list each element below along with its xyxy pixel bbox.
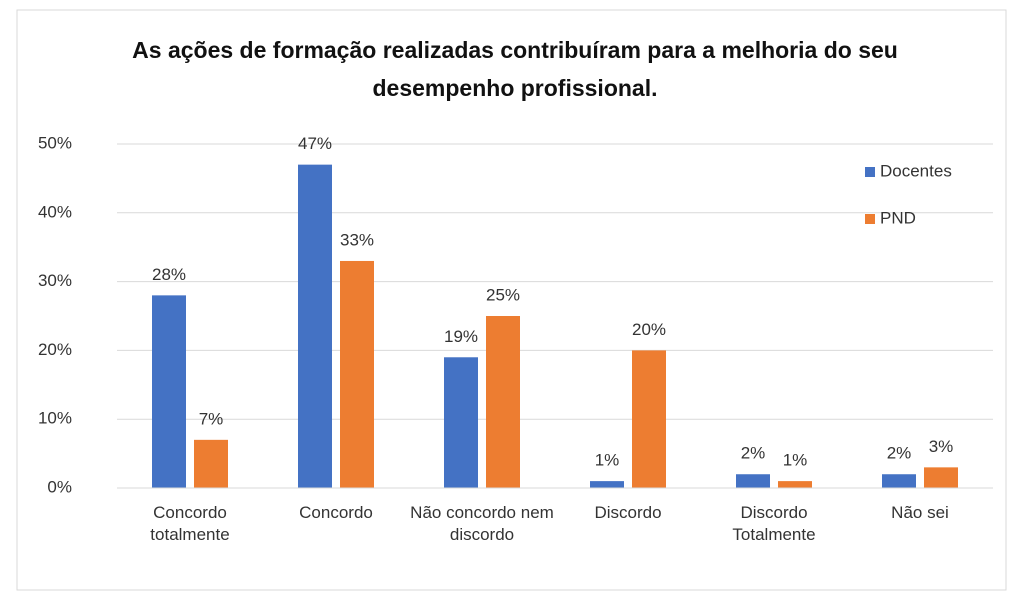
data-label: 1% xyxy=(595,451,620,470)
bar xyxy=(194,439,228,488)
x-tick-label: Discordo xyxy=(594,503,662,522)
data-label: 20% xyxy=(632,320,666,339)
bar xyxy=(632,350,666,488)
data-label: 28% xyxy=(152,265,186,284)
bar xyxy=(298,164,332,488)
y-tick-label: 10% xyxy=(38,409,72,428)
bar xyxy=(778,481,812,488)
y-tick-label: 40% xyxy=(38,202,72,221)
data-label: 3% xyxy=(929,437,954,456)
bar xyxy=(486,316,520,488)
legend-swatch xyxy=(865,167,875,177)
data-label: 25% xyxy=(486,285,520,304)
chart-title: As ações de formação realizadas contribu… xyxy=(132,37,898,101)
bar xyxy=(882,474,916,488)
data-label: 2% xyxy=(741,444,766,463)
bar xyxy=(152,295,186,488)
bar xyxy=(340,260,374,488)
x-tick-label: Discordo Totalmente xyxy=(732,503,816,544)
y-tick-label: 20% xyxy=(38,340,72,359)
bar xyxy=(590,481,624,488)
legend-label: Docentes xyxy=(880,161,952,180)
x-tick-label: Não concordo nem discordo xyxy=(410,503,554,544)
x-tick-label: Concordo totalmente xyxy=(150,503,230,544)
data-label: 2% xyxy=(887,444,912,463)
data-label: 7% xyxy=(199,409,224,428)
legend-label: PND xyxy=(880,208,916,227)
data-label: 19% xyxy=(444,327,478,346)
y-tick-label: 0% xyxy=(47,477,72,496)
chart-border xyxy=(16,9,1007,591)
y-tick-label: 30% xyxy=(38,271,72,290)
data-label: 33% xyxy=(340,230,374,249)
x-tick-label: Não sei xyxy=(891,503,949,522)
x-tick-label: Concordo xyxy=(299,503,373,522)
y-tick-label: 50% xyxy=(38,133,72,152)
legend-swatch xyxy=(865,214,875,224)
bar xyxy=(736,474,770,488)
bar xyxy=(924,467,958,488)
data-label: 47% xyxy=(298,134,332,153)
bar xyxy=(444,357,478,488)
data-label: 1% xyxy=(783,451,808,470)
